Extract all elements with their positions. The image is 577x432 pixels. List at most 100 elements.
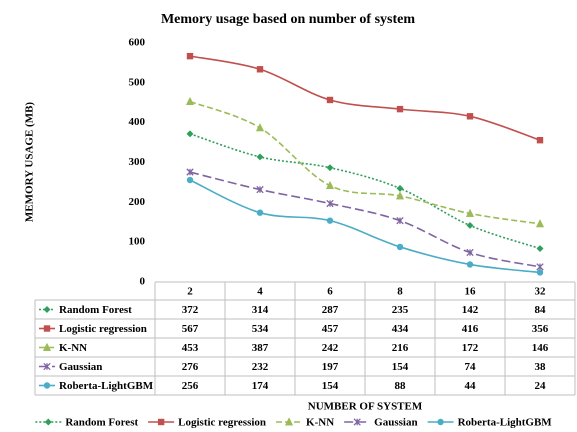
legend-label: K-NN xyxy=(306,417,334,429)
legend-label: Gaussian xyxy=(374,417,417,429)
marker xyxy=(256,185,264,194)
table-value: 38 xyxy=(535,361,547,373)
marker xyxy=(326,199,334,208)
marker xyxy=(396,243,404,251)
series-line xyxy=(189,100,541,225)
table-value: 453 xyxy=(182,342,199,354)
y-axis-title: MEMORY USAGE (MB) xyxy=(24,102,36,223)
marker xyxy=(185,96,195,106)
y-tick-label: 0 xyxy=(140,276,146,288)
marker xyxy=(326,217,334,224)
table-value: 154 xyxy=(322,380,339,392)
table-value: 387 xyxy=(252,342,269,354)
table-value: 256 xyxy=(182,380,199,392)
marker xyxy=(43,362,51,371)
marker xyxy=(536,269,544,276)
table-value: 372 xyxy=(182,304,199,316)
marker xyxy=(536,136,544,144)
table-series-name: Roberta-LightGBM xyxy=(59,380,154,392)
table-value: 314 xyxy=(252,304,269,316)
table-value: 287 xyxy=(322,304,339,316)
marker xyxy=(466,261,474,268)
marker xyxy=(186,130,194,138)
legend-label: Random Forest xyxy=(65,417,138,429)
table-value: 84 xyxy=(535,304,547,316)
table-value: 567 xyxy=(182,323,199,335)
table-value: 276 xyxy=(182,361,199,373)
marker xyxy=(536,244,544,253)
table-value: 74 xyxy=(465,361,477,373)
table-value: 242 xyxy=(322,342,339,354)
marker xyxy=(396,105,404,113)
table-value: 88 xyxy=(395,380,407,392)
marker xyxy=(256,209,264,216)
table-value: 534 xyxy=(252,323,269,335)
marker xyxy=(465,208,475,217)
y-tick-label: 500 xyxy=(129,76,146,88)
table-value: 356 xyxy=(532,323,549,335)
marker xyxy=(44,418,52,426)
marker xyxy=(437,418,444,426)
table-value: 154 xyxy=(392,361,409,373)
y-tick-label: 600 xyxy=(129,37,146,49)
marker xyxy=(42,342,52,351)
table-series-name: Gaussian xyxy=(59,361,102,373)
x-tick-label: 6 xyxy=(327,286,333,298)
marker xyxy=(255,123,265,132)
marker xyxy=(284,417,294,426)
x-tick-label: 8 xyxy=(397,286,403,298)
table-series-name: Random Forest xyxy=(59,304,132,316)
table-value: 416 xyxy=(462,323,479,335)
series-line xyxy=(189,133,541,250)
marker xyxy=(536,263,544,271)
series-line xyxy=(189,179,541,274)
marker xyxy=(186,176,194,184)
marker xyxy=(186,52,194,60)
table-series-name: Logistic regression xyxy=(59,323,147,335)
series-line xyxy=(189,171,541,268)
marker xyxy=(353,418,361,426)
legend-label: Roberta-LightGBM xyxy=(458,417,553,429)
marker xyxy=(43,305,51,314)
marker xyxy=(325,180,335,190)
marker xyxy=(256,153,264,161)
table-value: 146 xyxy=(532,342,549,354)
table-value: 235 xyxy=(392,304,409,316)
series-line xyxy=(189,55,541,141)
marker xyxy=(396,216,404,225)
marker xyxy=(466,248,474,257)
table-value: 172 xyxy=(462,342,479,354)
x-axis-title: NUMBER OF SYSTEM xyxy=(308,401,423,413)
table-value: 216 xyxy=(392,342,409,354)
marker xyxy=(186,168,194,176)
table-value: 232 xyxy=(252,361,269,373)
marker xyxy=(43,382,51,389)
marker xyxy=(535,219,545,228)
x-tick-label: 16 xyxy=(465,286,477,298)
marker xyxy=(466,113,474,120)
table-value: 174 xyxy=(252,380,269,392)
marker xyxy=(466,221,474,229)
x-tick-label: 32 xyxy=(535,286,547,298)
x-tick-label: 4 xyxy=(257,286,263,298)
legend-label: Logistic regression xyxy=(178,417,266,429)
legend: Random Forest Logistic regression K-NN Gaus… xyxy=(35,417,552,429)
table-value: 24 xyxy=(535,380,547,392)
table-value: 434 xyxy=(392,323,409,335)
x-tick-label: 2 xyxy=(187,286,193,298)
y-tick-label: 300 xyxy=(129,156,146,168)
y-tick-label: 100 xyxy=(129,236,146,248)
marker xyxy=(395,191,405,200)
table-value: 457 xyxy=(322,323,339,335)
table-series-name: K-NN xyxy=(59,342,87,354)
y-tick-label: 400 xyxy=(129,116,146,128)
marker xyxy=(396,184,404,192)
y-tick-label: 200 xyxy=(129,196,146,208)
marker xyxy=(157,418,165,426)
chart-title: Memory usage based on number of system xyxy=(161,12,415,27)
marker xyxy=(326,164,334,172)
marker xyxy=(43,325,51,332)
table-value: 44 xyxy=(465,380,477,392)
table-value: 142 xyxy=(462,304,479,316)
